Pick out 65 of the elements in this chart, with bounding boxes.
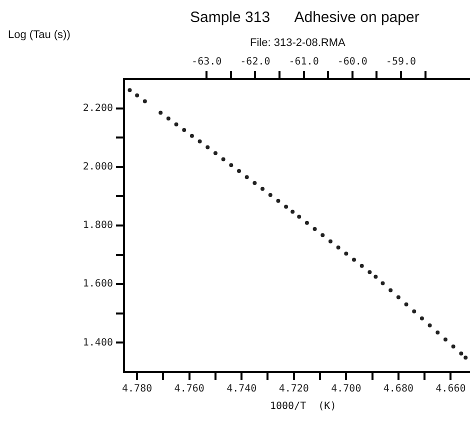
point xyxy=(328,239,332,244)
point xyxy=(128,88,132,92)
point xyxy=(142,99,147,104)
point xyxy=(428,323,432,328)
point xyxy=(284,204,288,209)
y-tick-label: 1.400 xyxy=(82,337,113,348)
point xyxy=(412,309,416,314)
y-axis-title: Log (Tau (s)) xyxy=(8,29,70,41)
x-tick-label: 4.780 xyxy=(122,384,152,395)
point xyxy=(290,210,295,214)
point xyxy=(221,157,226,162)
point xyxy=(420,316,424,320)
point xyxy=(312,227,317,232)
x-tick-label: 4.680 xyxy=(383,384,414,395)
point xyxy=(297,214,302,219)
chart-title: Sample 313 Adhesive on paper xyxy=(190,9,420,26)
point xyxy=(276,198,280,203)
point xyxy=(158,110,163,115)
point xyxy=(388,288,393,292)
point xyxy=(206,145,210,150)
x2-tick-label: -60.0 xyxy=(337,56,368,68)
point xyxy=(213,151,218,156)
point xyxy=(320,233,325,238)
x-tick-label: 4.740 xyxy=(226,384,257,395)
y-tick-label: 1.800 xyxy=(82,220,113,232)
x2-tick-label: -62.0 xyxy=(240,56,270,68)
point xyxy=(360,264,364,268)
point xyxy=(182,128,186,132)
x-tick-label: 4.700 xyxy=(331,384,362,395)
y-tick-label: 2.200 xyxy=(82,102,113,114)
x-axis-title: 1000/T (K) xyxy=(270,401,336,412)
point xyxy=(244,175,249,180)
x2-tick-label: -59.0 xyxy=(386,56,416,68)
point xyxy=(464,356,468,360)
point xyxy=(135,93,140,98)
x-tick-label: 4.720 xyxy=(278,384,309,395)
point xyxy=(443,337,448,342)
x2-tick-label: -63.0 xyxy=(192,56,222,68)
y-tick-label: 1.600 xyxy=(82,278,113,290)
y-tick-label: 2.000 xyxy=(82,161,113,172)
point xyxy=(436,330,440,334)
point xyxy=(174,122,178,126)
point xyxy=(237,169,241,173)
point xyxy=(166,116,170,121)
point xyxy=(198,139,202,144)
x-tick-label: 4.660 xyxy=(436,384,466,395)
point xyxy=(396,295,400,300)
point xyxy=(260,186,265,191)
point xyxy=(268,193,272,198)
point xyxy=(459,352,464,356)
point xyxy=(404,302,408,306)
point xyxy=(352,258,356,262)
point xyxy=(304,220,309,225)
point xyxy=(229,163,234,168)
x-tick-label: 4.760 xyxy=(174,384,204,395)
point xyxy=(451,344,456,349)
point xyxy=(380,281,385,286)
point xyxy=(252,181,257,186)
point xyxy=(190,134,194,138)
point xyxy=(344,252,348,256)
point xyxy=(336,245,340,250)
chart-subtitle: File: 313-2-08.RMA xyxy=(250,37,346,49)
x2-tick-label: -61.0 xyxy=(288,56,319,68)
point xyxy=(368,270,372,274)
point xyxy=(374,274,378,279)
